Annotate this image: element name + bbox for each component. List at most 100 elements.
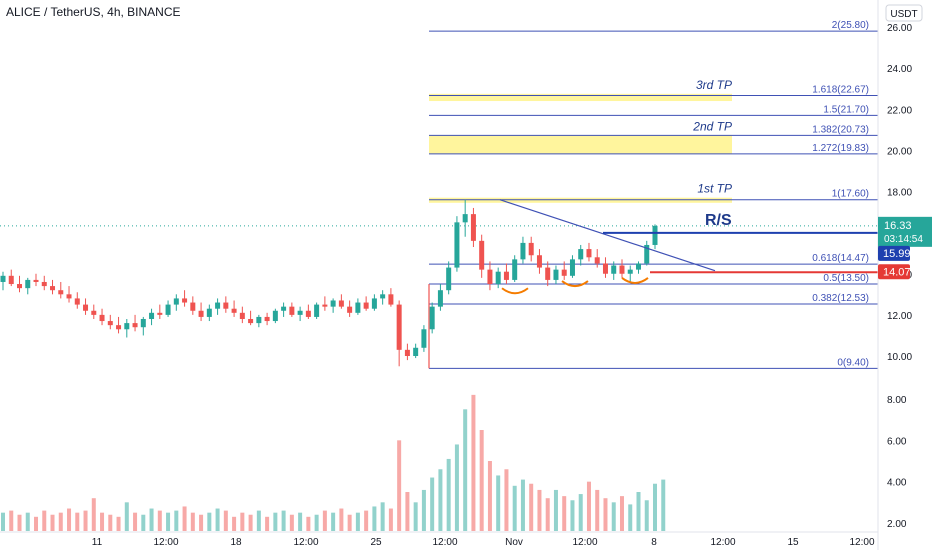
volume-bar <box>322 510 327 531</box>
candle-body <box>627 269 633 274</box>
candle-body <box>536 255 542 268</box>
volume-bar <box>380 502 385 531</box>
volume-bar <box>124 502 129 531</box>
candle-body <box>437 290 443 307</box>
descending-trendline <box>499 199 716 272</box>
volume-bar <box>223 510 228 531</box>
fib-level-label: 2(25.80) <box>832 20 869 31</box>
candle-body <box>8 275 14 285</box>
volume-tick-label: 8.00 <box>887 395 907 406</box>
volume-bar <box>364 510 369 531</box>
time-tick-label: 12:00 <box>572 537 597 548</box>
countdown-value: 03:14:54 <box>884 234 923 245</box>
tp-zone-label: 2nd TP <box>692 119 732 133</box>
volume-bar <box>438 469 443 531</box>
volume-bar <box>603 498 608 531</box>
volume-bar <box>388 508 393 531</box>
volume-bar <box>405 492 410 531</box>
candle-body <box>545 267 551 280</box>
volume-bar <box>421 489 426 531</box>
candle-body <box>256 316 262 324</box>
candle-body <box>512 259 518 280</box>
candle-body <box>272 310 278 322</box>
candle-body <box>25 279 31 289</box>
price-tag <box>878 245 910 261</box>
volume-bar <box>306 516 311 531</box>
candle-body <box>635 263 641 270</box>
candle-body <box>421 329 427 348</box>
currency-badge <box>885 4 923 22</box>
candle-body <box>553 269 559 280</box>
time-tick-label: 25 <box>370 537 382 548</box>
volume-bar <box>182 506 187 531</box>
candle-body <box>380 294 386 299</box>
volume-bar <box>537 489 542 531</box>
candle-body <box>388 294 394 305</box>
candle-body <box>239 312 245 319</box>
price-tag-value: 14.07 <box>883 266 911 278</box>
candle-body <box>264 316 270 322</box>
candle-body <box>91 310 97 315</box>
candle-body <box>116 325 122 330</box>
volume-bar <box>67 508 72 531</box>
candle-body <box>338 300 344 307</box>
volume-bar <box>232 516 237 531</box>
candle-body <box>124 323 130 330</box>
time-tick-label: 12:00 <box>432 537 457 548</box>
candle-body <box>99 314 105 322</box>
volume-bar <box>636 492 641 531</box>
candle-body <box>347 306 353 313</box>
tp-zone-band <box>429 197 732 203</box>
volume-bar <box>157 510 162 531</box>
candle-body <box>322 304 328 307</box>
currency-label: USDT <box>890 9 917 20</box>
volume-bar <box>289 514 294 531</box>
candle-body <box>17 284 23 289</box>
candle-body <box>594 257 600 264</box>
candle-body <box>149 312 155 319</box>
volume-bar <box>611 502 616 531</box>
fib-level-label: 1.5(21.70) <box>823 104 869 115</box>
volume-bar <box>661 479 666 531</box>
candle-body <box>355 302 361 313</box>
fib-level-label: 1.272(19.83) <box>812 143 869 154</box>
candle-body <box>363 302 369 309</box>
pattern-arc <box>621 277 649 284</box>
volume-bar <box>108 514 113 531</box>
last-price-value: 16.33 <box>884 220 912 232</box>
candle-body <box>578 249 584 260</box>
volume-bar <box>91 498 96 531</box>
fib-level-label: 1(17.60) <box>832 189 869 200</box>
pattern-arc <box>501 287 529 295</box>
time-tick-label: 12:00 <box>710 537 735 548</box>
volume-bar <box>628 504 633 531</box>
candle-body <box>446 267 452 291</box>
price-tick-label: 12.00 <box>887 311 912 322</box>
volume-bar <box>166 512 171 531</box>
candle-body <box>248 318 254 324</box>
candle-body <box>215 302 221 309</box>
volume-bar <box>562 496 567 531</box>
candle-body <box>429 306 435 330</box>
candle-body <box>561 269 567 276</box>
candle-body <box>206 308 212 317</box>
volume-bar <box>355 512 360 531</box>
candle-body <box>413 347 419 356</box>
candle-body <box>644 244 650 264</box>
candle-body <box>520 242 526 260</box>
candle-body <box>470 214 476 241</box>
candle-body <box>396 304 402 350</box>
time-tick-label: 12:00 <box>849 537 874 548</box>
tp-zone-label: 1st TP <box>697 182 732 196</box>
price-tick-label: 26.00 <box>887 23 912 34</box>
tp-zone-band <box>429 135 732 154</box>
pattern-arc <box>561 280 589 288</box>
volume-bar <box>190 512 195 531</box>
volume-bar <box>9 510 14 531</box>
candle-body <box>281 306 287 311</box>
volume-bar <box>281 510 286 531</box>
volume-bar <box>397 440 402 531</box>
candle-body <box>602 263 608 274</box>
candle-body <box>58 290 64 295</box>
